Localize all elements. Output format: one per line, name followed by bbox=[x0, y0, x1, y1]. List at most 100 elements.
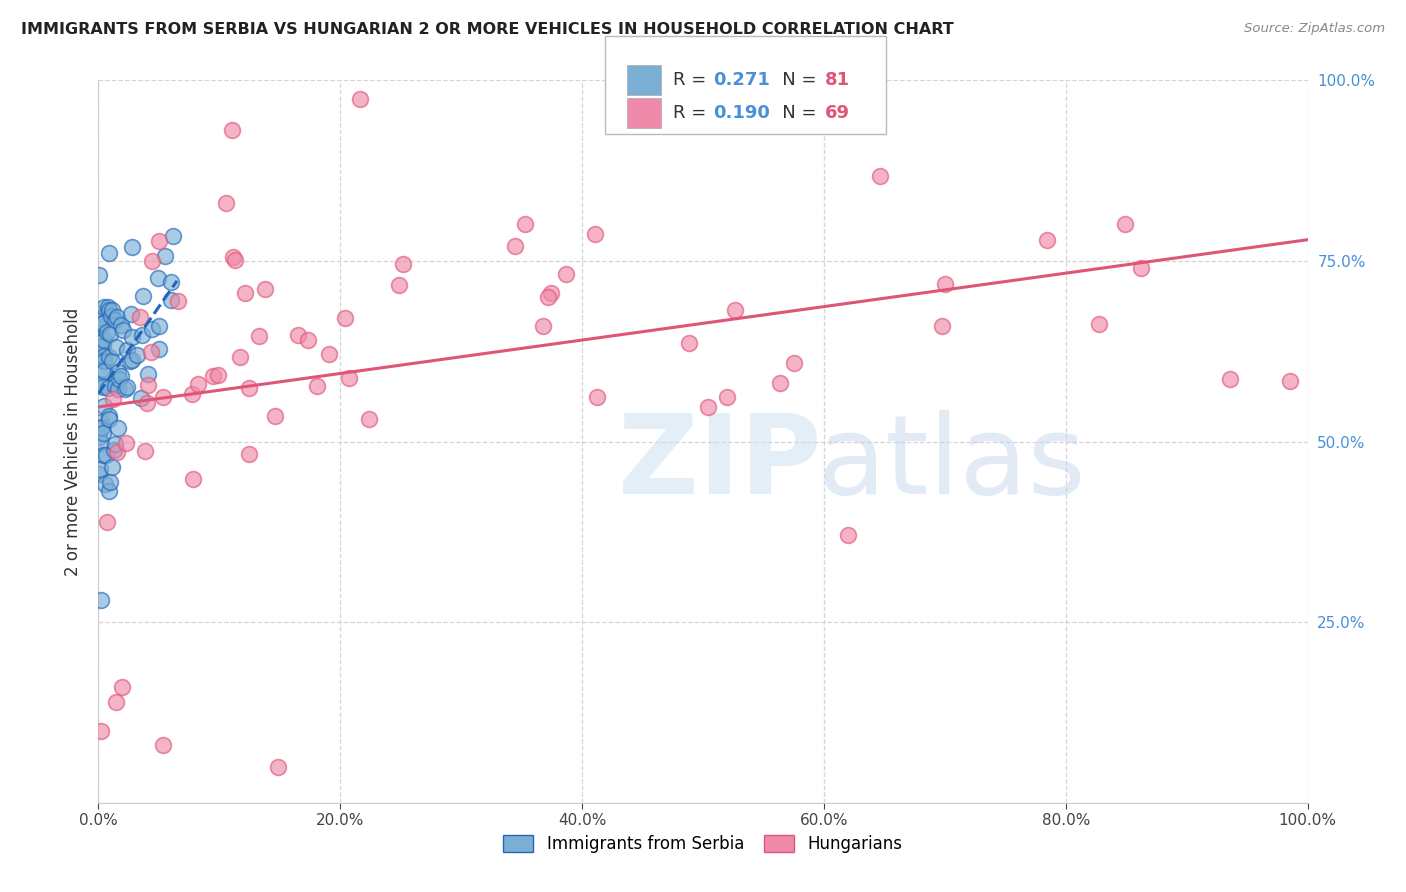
Point bbox=[160, 276, 183, 290]
Point bbox=[1081, 59, 1104, 73]
Text: Source: ZipAtlas.com: Source: ZipAtlas.com bbox=[1244, 22, 1385, 36]
Text: 81: 81 bbox=[825, 71, 851, 89]
Point bbox=[215, 196, 238, 211]
Point bbox=[91, 316, 114, 330]
Point bbox=[207, 368, 229, 383]
Point bbox=[1129, 260, 1152, 275]
Point bbox=[287, 328, 309, 343]
Point bbox=[540, 285, 562, 300]
Point bbox=[90, 435, 112, 450]
Point bbox=[98, 246, 121, 260]
Point bbox=[90, 340, 112, 354]
Point bbox=[136, 367, 159, 381]
Point bbox=[141, 322, 163, 336]
Text: atlas: atlas bbox=[818, 409, 1087, 516]
Point bbox=[583, 227, 606, 242]
Point bbox=[117, 343, 139, 358]
Point bbox=[148, 319, 170, 334]
Point bbox=[1114, 217, 1136, 231]
Point bbox=[152, 738, 174, 752]
Point bbox=[91, 361, 114, 376]
Point bbox=[111, 680, 134, 694]
Point bbox=[104, 379, 127, 393]
Point bbox=[357, 412, 380, 426]
Point bbox=[146, 271, 169, 285]
Point bbox=[769, 376, 792, 390]
Point bbox=[136, 395, 159, 409]
Point bbox=[782, 356, 804, 370]
Text: 0.190: 0.190 bbox=[713, 104, 769, 122]
Point bbox=[94, 477, 117, 491]
Text: ZIP: ZIP bbox=[619, 409, 821, 516]
Point bbox=[104, 695, 127, 709]
Point bbox=[131, 328, 153, 343]
Point bbox=[101, 392, 124, 406]
Point bbox=[115, 436, 138, 450]
Point bbox=[91, 378, 114, 392]
Point bbox=[93, 363, 115, 377]
Point bbox=[87, 467, 110, 481]
Point bbox=[132, 289, 155, 303]
Point bbox=[110, 318, 132, 332]
Point bbox=[91, 379, 114, 393]
Point bbox=[166, 293, 188, 308]
Text: R =: R = bbox=[673, 71, 713, 89]
Point bbox=[91, 339, 114, 353]
Point bbox=[127, 348, 149, 362]
Point bbox=[90, 593, 112, 607]
Point bbox=[107, 365, 129, 379]
Text: N =: N = bbox=[765, 71, 823, 89]
Point bbox=[89, 268, 111, 282]
Point bbox=[90, 420, 112, 434]
Point bbox=[100, 310, 122, 324]
Point bbox=[531, 319, 554, 334]
Point bbox=[121, 240, 143, 254]
Point bbox=[264, 409, 287, 423]
Point bbox=[297, 333, 319, 347]
Point bbox=[89, 348, 111, 362]
Point bbox=[249, 329, 271, 343]
Text: IMMIGRANTS FROM SERBIA VS HUNGARIAN 2 OR MORE VEHICLES IN HOUSEHOLD CORRELATION : IMMIGRANTS FROM SERBIA VS HUNGARIAN 2 OR… bbox=[21, 22, 953, 37]
Point bbox=[91, 318, 114, 332]
Point bbox=[97, 350, 120, 364]
Point bbox=[253, 282, 276, 296]
Point bbox=[129, 310, 152, 325]
Point bbox=[333, 310, 356, 325]
Point bbox=[229, 350, 252, 364]
Point bbox=[187, 377, 209, 392]
Point bbox=[114, 382, 136, 396]
Point bbox=[233, 285, 256, 300]
Point bbox=[90, 723, 112, 738]
Point bbox=[391, 257, 413, 271]
Text: 69: 69 bbox=[825, 104, 851, 122]
Point bbox=[221, 123, 243, 137]
Point bbox=[160, 293, 183, 307]
Point bbox=[224, 252, 246, 267]
Point bbox=[181, 472, 204, 486]
Point bbox=[90, 420, 112, 434]
Text: N =: N = bbox=[765, 104, 823, 122]
Point bbox=[221, 250, 243, 264]
Point bbox=[121, 353, 143, 368]
Point bbox=[89, 352, 111, 367]
Point bbox=[100, 459, 122, 474]
Point bbox=[153, 249, 176, 263]
Point bbox=[105, 445, 128, 459]
Point bbox=[554, 267, 576, 281]
Point bbox=[537, 290, 560, 304]
Text: 0.271: 0.271 bbox=[713, 71, 769, 89]
Point bbox=[101, 303, 124, 318]
Point bbox=[98, 327, 121, 342]
Point bbox=[139, 345, 162, 359]
Point bbox=[87, 319, 110, 334]
Point bbox=[104, 436, 127, 450]
Point bbox=[121, 330, 143, 344]
Point bbox=[120, 307, 142, 321]
Point bbox=[120, 354, 142, 368]
Point bbox=[107, 382, 129, 396]
Point bbox=[104, 313, 127, 327]
Point bbox=[97, 382, 120, 396]
Point bbox=[141, 254, 163, 268]
Point bbox=[934, 277, 956, 291]
Point bbox=[238, 381, 260, 395]
